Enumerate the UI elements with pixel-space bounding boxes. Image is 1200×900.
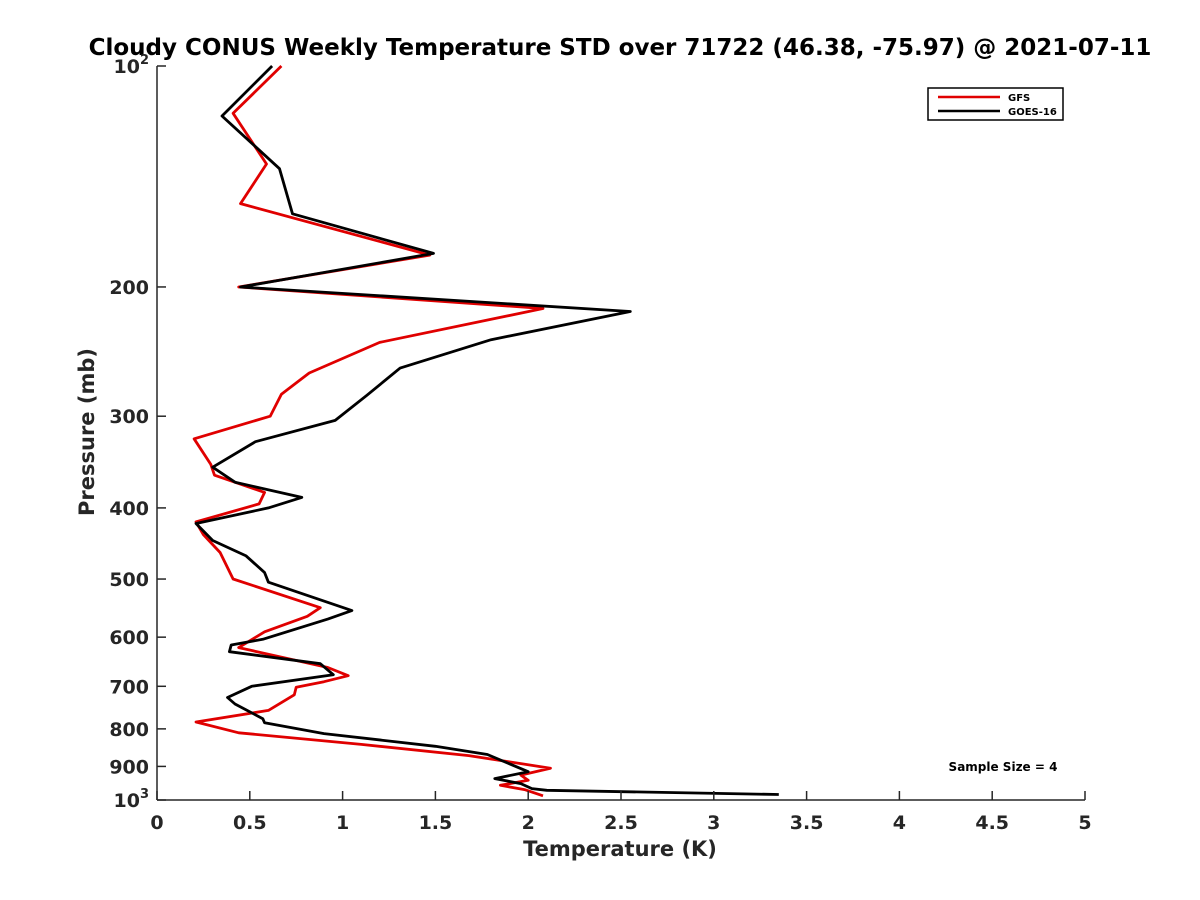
x-tick-label: 3: [707, 812, 720, 834]
y-tick-base: 900: [109, 756, 149, 778]
legend-box: [927, 87, 1064, 121]
series-layer: [192, 64, 779, 798]
series-line-gfs: [192, 64, 552, 798]
x-tick-label: 4.5: [975, 812, 1009, 834]
legend-label-goes16: GOES-16: [1008, 107, 1057, 118]
legend-label-gfs: GFS: [1008, 93, 1030, 104]
y-tick-base: 10: [114, 56, 140, 78]
y-axis-label: Pressure (mb): [75, 348, 99, 516]
x-tick-label: 2.5: [604, 812, 638, 834]
x-axis-ticks: 0 0.5 1 1.5 2 2.5 3 3.5 4 4.5 5: [150, 791, 1092, 834]
x-tick-label: 0: [150, 812, 163, 834]
y-tick-exponent: 2: [140, 53, 149, 68]
sample-size-annotation: Sample Size = 4: [949, 760, 1058, 774]
x-tick-label: 4: [893, 812, 906, 834]
y-tick-label: 200: [109, 277, 149, 299]
y-tick-base: 200: [109, 277, 149, 299]
chart-title: Cloudy CONUS Weekly Temperature STD over…: [89, 35, 1152, 61]
y-tick-label: 300: [109, 406, 149, 428]
x-tick-label: 0.5: [233, 812, 267, 834]
legend: GFS GOES-16: [927, 87, 1064, 121]
x-tick-label: 5: [1078, 812, 1091, 834]
x-tick-label: 1.5: [419, 812, 453, 834]
x-tick-label: 3.5: [790, 812, 824, 834]
y-tick-label: 102: [114, 53, 150, 78]
y-tick-label: 800: [109, 719, 149, 741]
y-tick-base: 500: [109, 569, 149, 591]
series-line-goes16: [194, 65, 779, 796]
y-tick-base: 10: [114, 790, 140, 812]
x-tick-label: 2: [522, 812, 535, 834]
y-tick-label: 103: [114, 787, 150, 812]
y-tick-label: 900: [109, 756, 149, 778]
y-tick-base: 400: [109, 498, 149, 520]
y-tick-label: 500: [109, 569, 149, 591]
y-tick-label: 400: [109, 498, 149, 520]
y-tick-label: 700: [109, 676, 149, 698]
y-tick-base: 300: [109, 406, 149, 428]
y-tick-base: 700: [109, 676, 149, 698]
y-tick-label: 600: [109, 627, 149, 649]
y-tick-exponent: 3: [140, 787, 149, 802]
x-tick-label: 1: [336, 812, 349, 834]
y-tick-base: 600: [109, 627, 149, 649]
x-axis-label: Temperature (K): [523, 837, 717, 861]
y-tick-base: 800: [109, 719, 149, 741]
